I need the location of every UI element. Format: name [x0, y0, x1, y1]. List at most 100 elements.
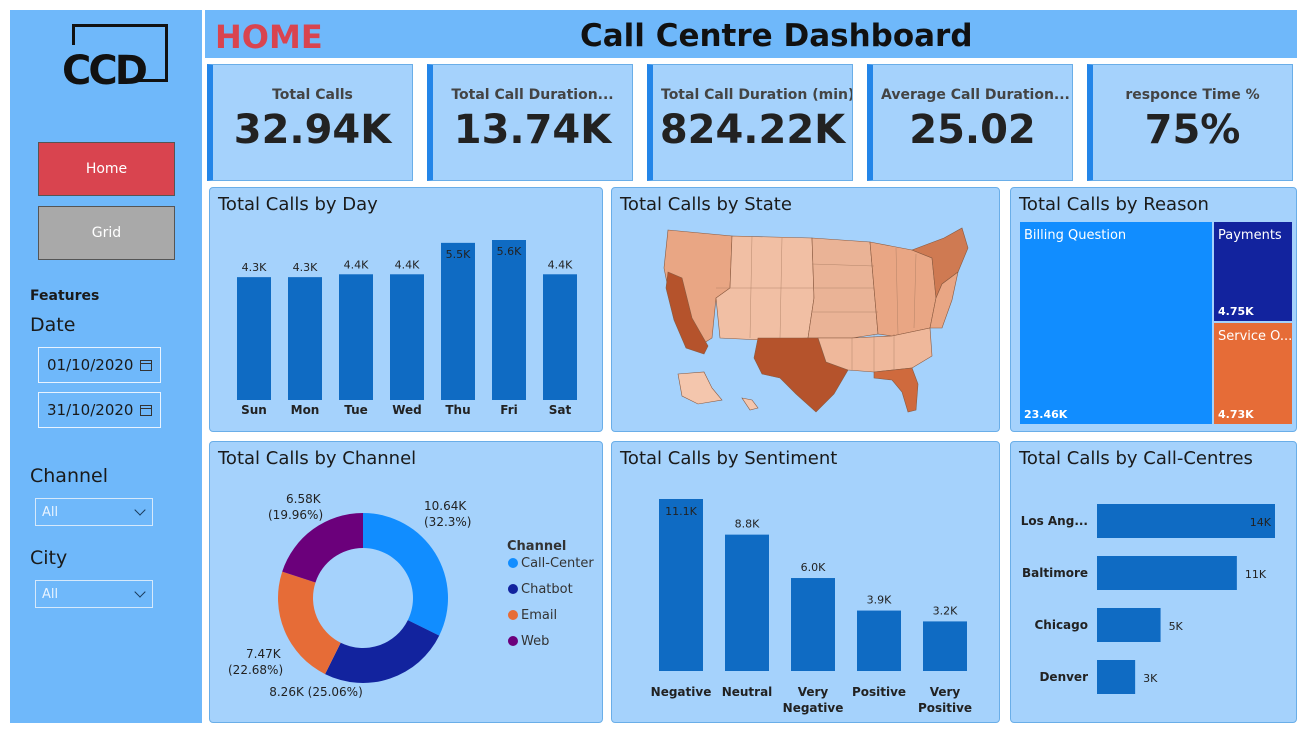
panel-title: Total Calls by Sentiment: [620, 448, 838, 469]
calendar-icon[interactable]: [140, 359, 152, 371]
centre-bar[interactable]: [1097, 660, 1136, 694]
page-label: HOME: [215, 18, 323, 56]
reason-tile-name: Payments: [1218, 228, 1282, 243]
sentiment-category-label: Positive: [918, 701, 972, 715]
end-date-value: 31/10/2020: [47, 401, 134, 419]
kpi-card-response-time: responce Time % 75%: [1087, 64, 1293, 181]
panel-title: Total Calls by Reason: [1019, 194, 1209, 215]
day-bar-chart: 4.3K Sun 4.3K Mon 4.4K Tue 4.4K Wed 5.5K Thu 5.6K F…: [237, 240, 577, 417]
day-category-label: Sat: [549, 403, 572, 417]
sentiment-category-label: Negative: [783, 701, 844, 715]
channel-slice-label: 6.58K: [286, 492, 322, 506]
header-bar: HOME Call Centre Dashboard: [205, 10, 1297, 58]
home-button[interactable]: Home: [38, 142, 175, 196]
end-date-input[interactable]: 31/10/2020: [38, 392, 161, 428]
sentiment-bar[interactable]: [659, 499, 703, 671]
reason-treemap-tile[interactable]: [1214, 323, 1292, 424]
day-category-label: Wed: [392, 403, 422, 417]
legend-marker-icon: [508, 558, 518, 568]
day-category-label: Sun: [241, 403, 267, 417]
kpi-card-average-duration: Average Call Duration... 25.02: [867, 64, 1073, 181]
reason-treemap: Billing Question 23.46K Payments 4.75K Servi…: [1020, 222, 1292, 424]
channel-legend-item[interactable]: Web: [521, 634, 549, 649]
day-bar[interactable]: [339, 274, 373, 400]
calendar-icon[interactable]: [140, 404, 152, 416]
legend-marker-icon: [508, 584, 518, 594]
kpi-value: 32.94K: [233, 107, 392, 153]
start-date-input[interactable]: 01/10/2020: [38, 347, 161, 383]
centre-bar-label: 3K: [1143, 672, 1158, 685]
sentiment-bar-label: 8.8K: [735, 518, 760, 531]
sentiment-bar-label: 11.1K: [665, 505, 697, 518]
chevron-down-icon: [134, 504, 146, 516]
sentiment-category-label: Neutral: [722, 685, 773, 699]
reason-tile-value: 4.75K: [1218, 305, 1254, 318]
channel-dropdown-value: All: [42, 504, 59, 520]
day-bar[interactable]: [543, 274, 577, 400]
channel-slice-label: 10.64K: [424, 499, 467, 513]
kpi-label: Total Call Duration...: [451, 87, 614, 103]
kpi-label: Total Calls: [272, 87, 353, 103]
day-category-label: Thu: [445, 403, 470, 417]
centre-bar[interactable]: [1097, 504, 1275, 538]
day-bar[interactable]: [390, 274, 424, 400]
sentiment-bar[interactable]: [791, 578, 835, 671]
channel-legend-item[interactable]: Email: [521, 608, 557, 623]
channel-legend-item[interactable]: Chatbot: [521, 582, 573, 597]
sentiment-category-label: Very: [798, 685, 829, 699]
panel-calls-by-sentiment: Total Calls by Sentiment 11.1K Negative 8.…: [611, 441, 1000, 723]
centre-bar[interactable]: [1097, 556, 1237, 590]
sentiment-bar[interactable]: [857, 610, 901, 671]
channel-slice-label: 8.26K (25.06%): [269, 685, 363, 699]
channel-donut-slice[interactable]: [363, 513, 448, 636]
city-dropdown[interactable]: All: [35, 580, 153, 608]
map-region-east: [929, 271, 959, 329]
day-bar[interactable]: [237, 277, 271, 400]
reason-tile-value: 4.73K: [1218, 408, 1254, 421]
channel-donut-chart: 10.64K (32.3%) 8.26K (25.06%) 7.47K (22.68%)…: [228, 492, 594, 699]
panel-calls-by-state: Total Calls by State: [611, 187, 1000, 432]
day-bar-label: 4.4K: [395, 258, 420, 271]
panel-calls-by-centres: Total Calls by Call-Centres Los Ang... 14…: [1010, 441, 1297, 723]
reason-treemap-tile[interactable]: [1214, 222, 1292, 321]
reason-tile-name: Service O...: [1218, 329, 1292, 344]
channel-label: Channel: [30, 465, 109, 487]
map-region-alaska: [677, 371, 723, 405]
centre-category-label: Chicago: [1034, 618, 1088, 632]
day-bar-label: 5.6K: [497, 245, 522, 258]
sentiment-bar[interactable]: [923, 621, 967, 671]
kpi-card-total-duration-min: Total Call Duration (min) 824.22K: [647, 64, 853, 181]
sentiment-bar[interactable]: [725, 534, 769, 671]
day-bar-label: 4.3K: [242, 261, 267, 274]
panel-calls-by-day: Total Calls by Day 4.3K Sun 4.3K Mon 4.4K Tue…: [209, 187, 603, 432]
kpi-value: 25.02: [909, 107, 1036, 153]
centre-category-label: Baltimore: [1022, 566, 1088, 580]
channel-slice-label: (22.68%): [228, 663, 283, 677]
centre-bar[interactable]: [1097, 608, 1161, 642]
grid-button[interactable]: Grid: [38, 206, 175, 260]
kpi-label: responce Time %: [1125, 87, 1260, 103]
start-date-value: 01/10/2020: [47, 356, 134, 374]
day-category-label: Fri: [500, 403, 517, 417]
panel-calls-by-reason: Total Calls by Reason Billing Question 23…: [1010, 187, 1297, 432]
channel-donut-slice[interactable]: [325, 620, 440, 683]
kpi-label: Total Call Duration (min): [661, 87, 852, 103]
legend-marker-icon: [508, 610, 518, 620]
day-bar[interactable]: [288, 277, 322, 400]
city-dropdown-value: All: [42, 586, 59, 602]
kpi-label: Average Call Duration...: [881, 87, 1070, 103]
kpi-card-total-calls: Total Calls 32.94K: [207, 64, 413, 181]
sidebar: CCD Home Grid Features Date 01/10/2020 3…: [10, 10, 202, 723]
sentiment-bar-label: 6.0K: [801, 561, 826, 574]
day-bar[interactable]: [492, 240, 526, 400]
reason-treemap-tile[interactable]: [1020, 222, 1212, 424]
panel-title: Total Calls by Channel: [218, 448, 417, 469]
centre-category-label: Los Ang...: [1021, 514, 1088, 528]
channel-donut-slice[interactable]: [282, 513, 363, 583]
day-bar[interactable]: [441, 242, 475, 400]
channel-donut-slice[interactable]: [278, 571, 341, 675]
logo-frame: [72, 24, 168, 82]
channel-dropdown[interactable]: All: [35, 498, 153, 526]
channel-legend-item[interactable]: Call-Center: [521, 556, 594, 571]
centre-bar-label: 5K: [1169, 620, 1184, 633]
